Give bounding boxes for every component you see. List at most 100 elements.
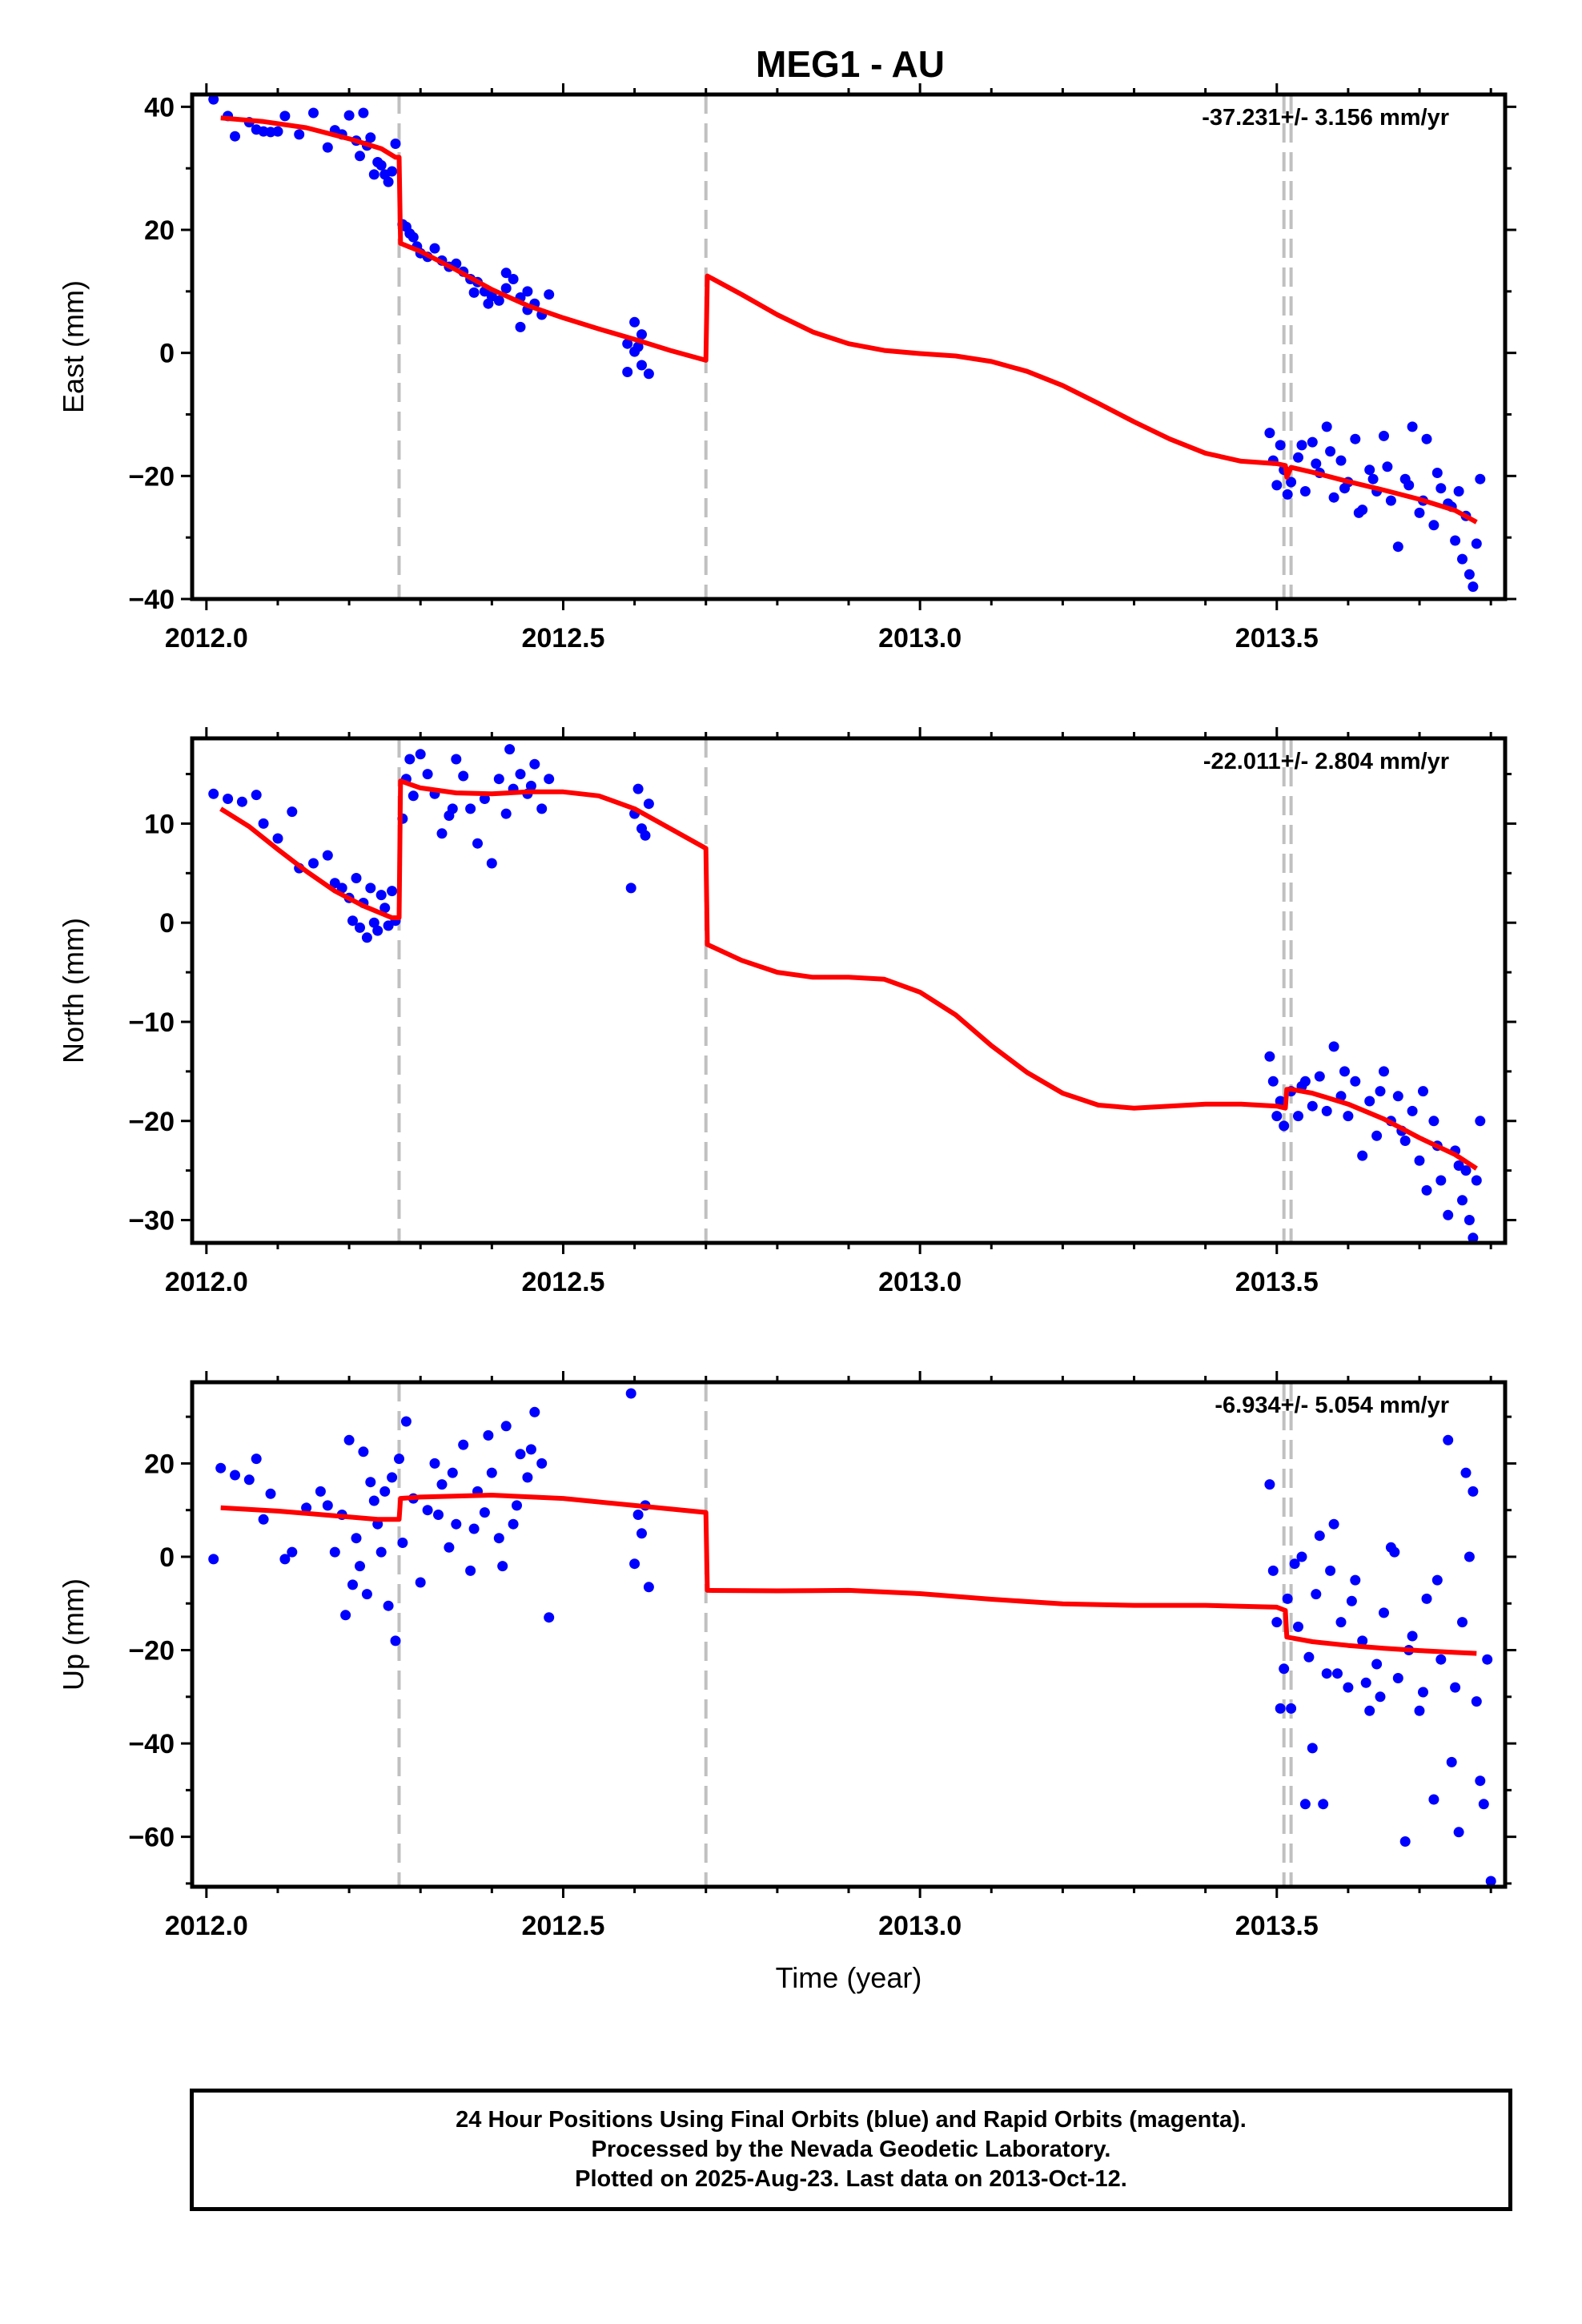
up-point-14 [340,1610,351,1621]
north-ytick-label-3: 0 [159,908,175,939]
up-point-26 [383,1600,394,1611]
up-point-84 [1357,1635,1368,1647]
east-point-57 [636,329,647,340]
up-point-105 [1475,1775,1486,1787]
north-point-62 [1279,1120,1290,1132]
north-point-35 [451,754,462,765]
east-point-64 [1264,428,1275,439]
up-point-21 [365,1477,376,1488]
up-point-110 [1418,1687,1428,1698]
up-point-66 [1267,1565,1279,1576]
north-point-30 [415,749,426,760]
east-plot-area [208,94,1486,593]
north-point-8 [308,858,319,869]
east-xtick-label-1: 2012.5 [521,623,604,653]
up-point-62 [636,1528,647,1539]
up-point-11 [322,1500,333,1511]
up-point-106 [1478,1799,1489,1810]
north-point-80 [1407,1105,1418,1116]
up-point-54 [497,1561,508,1572]
up-point-46 [508,1518,519,1530]
north-point-67 [1314,1071,1325,1082]
up-point-59 [625,1388,636,1399]
up-point-16 [347,1579,358,1590]
north-point-98 [1339,1066,1350,1077]
north-point-83 [1428,1116,1439,1127]
up-point-115 [1346,1595,1357,1606]
east-point-108 [1339,483,1350,494]
east-point-96 [1464,569,1475,580]
north-xtick-label-3: 2013.5 [1235,1267,1319,1297]
east-point-100 [1453,486,1464,497]
up-ytick-label-4: 20 [144,1449,175,1479]
up-point-95 [1435,1654,1447,1665]
up-xtick-label-1: 2012.5 [521,1911,604,1941]
east-point-52 [500,267,512,279]
north-point-9 [322,850,333,861]
north-ytick-label-0: −30 [128,1206,175,1236]
north-point-76 [1379,1066,1389,1077]
north-point-87 [1457,1195,1468,1206]
north-point-39 [479,794,490,804]
up-point-4 [251,1454,262,1465]
north-point-31 [422,769,433,780]
north-model-line [219,778,1478,1171]
up-point-57 [447,1467,458,1478]
east-point-26 [390,139,401,149]
panels: 2012.0 2012.5 2013.0 2013.5 −40 −20 0 20 40 East … [57,83,1516,1994]
east-point-8 [279,111,291,122]
north-point-11 [336,883,347,894]
north-point-94 [1418,1086,1428,1097]
north-point-69 [1328,1041,1339,1052]
east-point-50 [544,289,555,300]
up-point-36 [436,1479,448,1490]
east-point-56 [629,316,640,328]
up-point-10 [315,1486,326,1497]
north-point-74 [1364,1096,1375,1107]
north-point-24 [387,886,398,897]
up-point-61 [632,1510,644,1520]
north-point-48 [544,774,555,785]
east-point-73 [1307,436,1318,448]
up-point-47 [515,1449,526,1460]
up-ytick-label-2: −20 [128,1636,175,1667]
up-point-2 [230,1470,240,1481]
east-point-9 [294,129,305,140]
north-point-6 [287,806,298,818]
up-point-70 [1282,1593,1293,1604]
east-ytick-label-3: 20 [144,215,175,246]
east-point-66 [1271,480,1283,491]
up-point-3 [243,1474,255,1486]
east-panel: 2012.0 2012.5 2013.0 2013.5 −40 −20 0 20 40 East … [57,83,1516,653]
east-xtick-label-0: 2012.0 [165,623,248,653]
up-xtick-label-0: 2012.0 [165,1911,248,1941]
east-point-83 [1379,430,1389,441]
east-xtick-label-2: 2013.0 [878,623,962,653]
east-point-34 [429,243,440,254]
up-point-91 [1407,1630,1418,1642]
up-point-25 [379,1486,391,1497]
north-point-79 [1399,1136,1411,1146]
north-rate-label: -22.011+/- 2.804 mm/yr [1203,749,1449,774]
up-point-19 [358,1446,369,1458]
up-point-38 [451,1518,462,1530]
up-rate-label: -6.934+/- 5.054 mm/yr [1215,1393,1449,1418]
east-point-110 [1311,458,1322,469]
east-point-54 [468,287,480,298]
up-point-79 [1321,1668,1332,1679]
east-point-19 [365,132,376,143]
east-point-16 [355,151,365,162]
north-ytick-label-2: −10 [128,1007,175,1038]
up-point-24 [375,1546,387,1558]
north-point-57 [643,798,654,810]
north-point-17 [361,932,372,943]
north-point-5 [272,833,283,844]
east-point-106 [1367,473,1379,485]
up-point-101 [1460,1467,1472,1478]
up-point-58 [433,1510,444,1520]
up-point-34 [422,1505,433,1516]
up-point-50 [536,1458,548,1469]
up-point-100 [1457,1617,1468,1628]
north-point-37 [465,803,476,814]
east-point-89 [1421,433,1432,444]
